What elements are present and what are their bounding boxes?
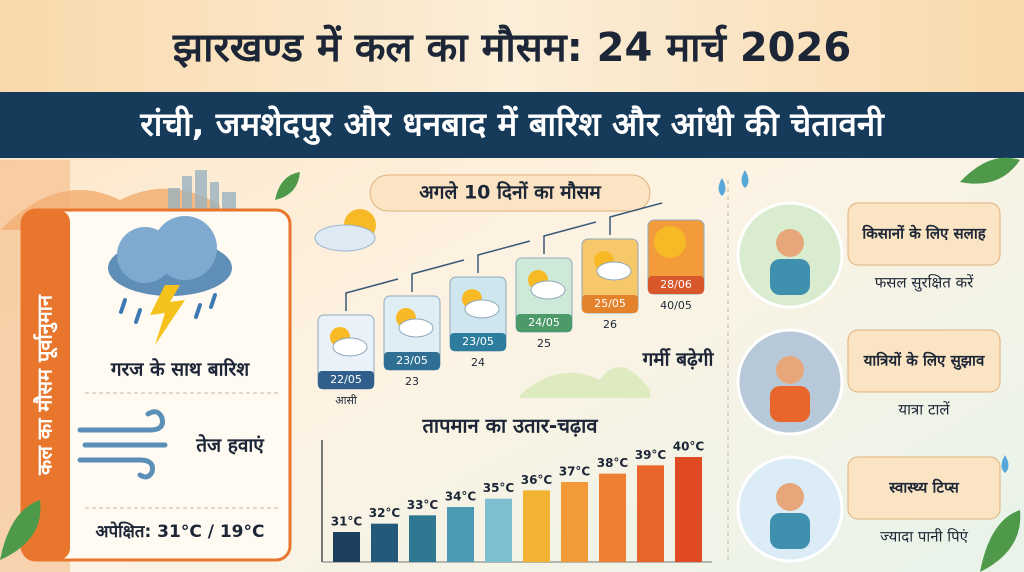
- advice-title: स्वास्थ्य टिप्स: [888, 479, 959, 497]
- expected-temp: अपेक्षित: 31°C / 19°C: [96, 521, 265, 542]
- temp-label: 40°C: [673, 440, 705, 454]
- temp-bar: [637, 465, 664, 562]
- temp-bar: [447, 507, 474, 562]
- today-heading-band: [22, 210, 70, 560]
- advice-title-box: [847, 202, 1001, 266]
- forecast-note: गर्मी बढ़ेगी: [642, 348, 715, 371]
- arrow: [411, 259, 465, 292]
- skyline: [168, 170, 236, 212]
- forecast-card: 28/06 40/05: [647, 219, 705, 312]
- figure-body: [770, 259, 810, 295]
- forecast-card: 25/05 26: [581, 202, 663, 331]
- cloud: [332, 337, 368, 357]
- advice-title-box: [847, 456, 1001, 520]
- cloud: [596, 261, 632, 281]
- temp-label: 37°C: [559, 465, 591, 479]
- advice-panel: स्वास्थ्य टिप्स ज्यादा पानी पिएं: [736, 455, 1001, 563]
- figure-head: [776, 356, 804, 384]
- card-band: [648, 276, 704, 294]
- card-label: 23: [405, 375, 419, 388]
- temp-label: 35°C: [483, 481, 515, 495]
- temp-label: 39°C: [635, 448, 667, 462]
- today-heading: कल का मौसम पूर्वानुमान: [33, 294, 58, 476]
- temp-label: 33°C: [407, 498, 439, 512]
- advice-title-box: [847, 329, 1001, 393]
- arrow: [345, 278, 399, 311]
- sun-cloud-icon: [314, 209, 376, 252]
- figure-body: [770, 513, 810, 549]
- card-band: [516, 314, 572, 332]
- figure-head: [776, 229, 804, 257]
- temp-bar: [675, 457, 702, 562]
- temp-bar: [523, 490, 550, 562]
- card-band: [450, 333, 506, 351]
- forecast-card: 22/05 आसी: [317, 278, 399, 407]
- subtitle: रांची, जमशेदपुर और धनबाद में बारिश और आं…: [139, 105, 885, 146]
- card-band: [318, 371, 374, 389]
- advice-panel: यात्रियों के लिए सुझाव यात्रा टालें: [736, 328, 1001, 436]
- chart-title: तापमान का उतार-चढ़ाव: [422, 414, 599, 438]
- sun: [654, 226, 686, 258]
- bars: 31°C 32°C 33°C 34°C 35°C 36°C 37°C 38°C 39°C 40°C: [331, 440, 705, 562]
- forecast-title: अगले 10 दिनों का मौसम: [419, 181, 601, 204]
- temp-bar: [485, 498, 512, 562]
- leaves: [0, 157, 1021, 572]
- card-date: 25/05: [594, 297, 626, 310]
- temp-bar: [333, 532, 360, 562]
- temp-label: 32°C: [369, 506, 401, 520]
- wind: तेज हवाएं: [195, 434, 265, 457]
- card-label: 26: [603, 318, 617, 331]
- card-date: 22/05: [330, 373, 362, 386]
- card-date: 24/05: [528, 316, 560, 329]
- advice-title: किसानों के लिए सलाह: [861, 225, 986, 243]
- cloud: [398, 318, 434, 338]
- temp-bar: [371, 523, 398, 562]
- advice-text: फसल सुरक्षित करें: [875, 274, 974, 293]
- advice-panel: किसानों के लिए सलाह फसल सुरक्षित करें: [736, 201, 1001, 309]
- figure-body: [770, 386, 810, 422]
- hill-decor: [520, 367, 650, 398]
- advice-title: यात्रियों के लिए सुझाव: [863, 352, 985, 371]
- temp-bar: [599, 473, 626, 562]
- temp-label: 38°C: [597, 456, 629, 470]
- forecast-cards: 22/05 आसी 23/05 23 23/05 24 24/05 25 25/05 26 28/0…: [317, 202, 705, 407]
- figure-head: [776, 483, 804, 511]
- card-date: 28/06: [660, 278, 692, 291]
- title-band: [0, 0, 1024, 92]
- forecast-title-box: [369, 174, 651, 212]
- forecast-card: 24/05 25: [515, 221, 597, 350]
- card-band: [384, 352, 440, 370]
- advice-panels: किसानों के लिए सलाह फसल सुरक्षित करें यात्…: [736, 201, 1001, 563]
- advice-text: यात्रा टालें: [898, 401, 950, 419]
- arrow: [477, 240, 531, 273]
- card-label: 40/05: [660, 299, 692, 312]
- temp-bar: [561, 482, 588, 562]
- wind-icon: [77, 409, 168, 480]
- temp-label: 36°C: [521, 473, 553, 487]
- condition: गरज के साथ बारिश: [110, 358, 250, 381]
- cloud: [530, 280, 566, 300]
- temp-label: 31°C: [331, 515, 363, 529]
- arrow: [609, 202, 663, 235]
- subtitle-band: [0, 92, 1024, 158]
- temp-label: 34°C: [445, 490, 477, 504]
- forecast-card: 23/05 24: [449, 240, 531, 369]
- storm-icon: [108, 216, 232, 345]
- temp-bar: [409, 515, 436, 562]
- card-date: 23/05: [396, 354, 428, 367]
- arrow: [543, 221, 597, 254]
- card-date: 23/05: [462, 335, 494, 348]
- card-label: आसी: [335, 394, 357, 407]
- forecast-card: 23/05 23: [383, 259, 465, 388]
- card-band: [582, 295, 638, 313]
- advice-text: ज्यादा पानी पिएं: [880, 528, 969, 546]
- card-label: 25: [537, 337, 551, 350]
- cloud: [464, 299, 500, 319]
- drops: [718, 170, 1009, 473]
- card-label: 24: [471, 356, 485, 369]
- title: झारखण्ड में कल का मौसम: 24 मार्च 2026: [172, 24, 851, 71]
